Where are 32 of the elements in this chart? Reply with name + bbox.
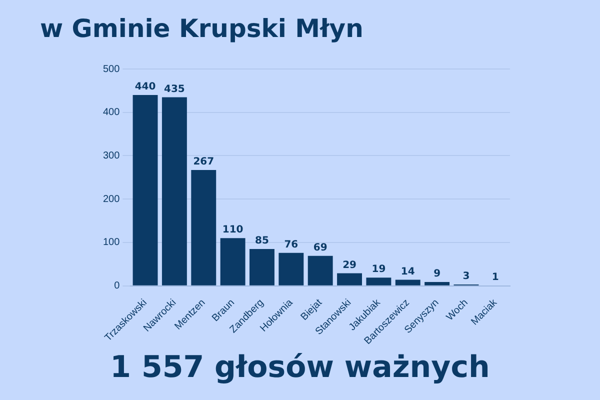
data-label: 14 — [400, 266, 415, 278]
data-label: 76 — [284, 239, 298, 250]
data-label: 9 — [434, 268, 441, 280]
data-label: 435 — [164, 84, 185, 95]
bar — [162, 97, 187, 286]
y-tick-label: 200 — [102, 194, 120, 205]
bar — [250, 248, 274, 286]
bar — [132, 95, 158, 286]
bar — [424, 282, 450, 286]
bar — [337, 273, 362, 286]
text: 1 557 głosów ważnych — [109, 350, 491, 385]
y-tick-label: 500 — [102, 64, 120, 75]
data-label: 29 — [342, 260, 357, 271]
y-tick-label: 100 — [102, 237, 120, 248]
y-tick-label: 300 — [102, 150, 120, 162]
data-label: 110 — [222, 224, 244, 236]
data-label: 69 — [313, 242, 328, 254]
bar — [395, 280, 420, 286]
bar — [308, 256, 333, 286]
data-label: 85 — [255, 236, 269, 247]
data-label: 1 — [492, 272, 499, 284]
y-tick-label: 0 — [114, 280, 120, 292]
y-tick-label: 400 — [102, 107, 120, 118]
bar — [366, 278, 392, 286]
chart-title: w Gminie Krupski Młyn — [40, 14, 364, 43]
data-label: 440 — [134, 82, 156, 93]
bar — [220, 238, 246, 286]
bar — [191, 170, 216, 286]
data-label: 3 — [462, 271, 470, 282]
data-label: 19 — [372, 264, 386, 276]
bar — [278, 252, 304, 286]
data-label: 267 — [193, 156, 214, 168]
